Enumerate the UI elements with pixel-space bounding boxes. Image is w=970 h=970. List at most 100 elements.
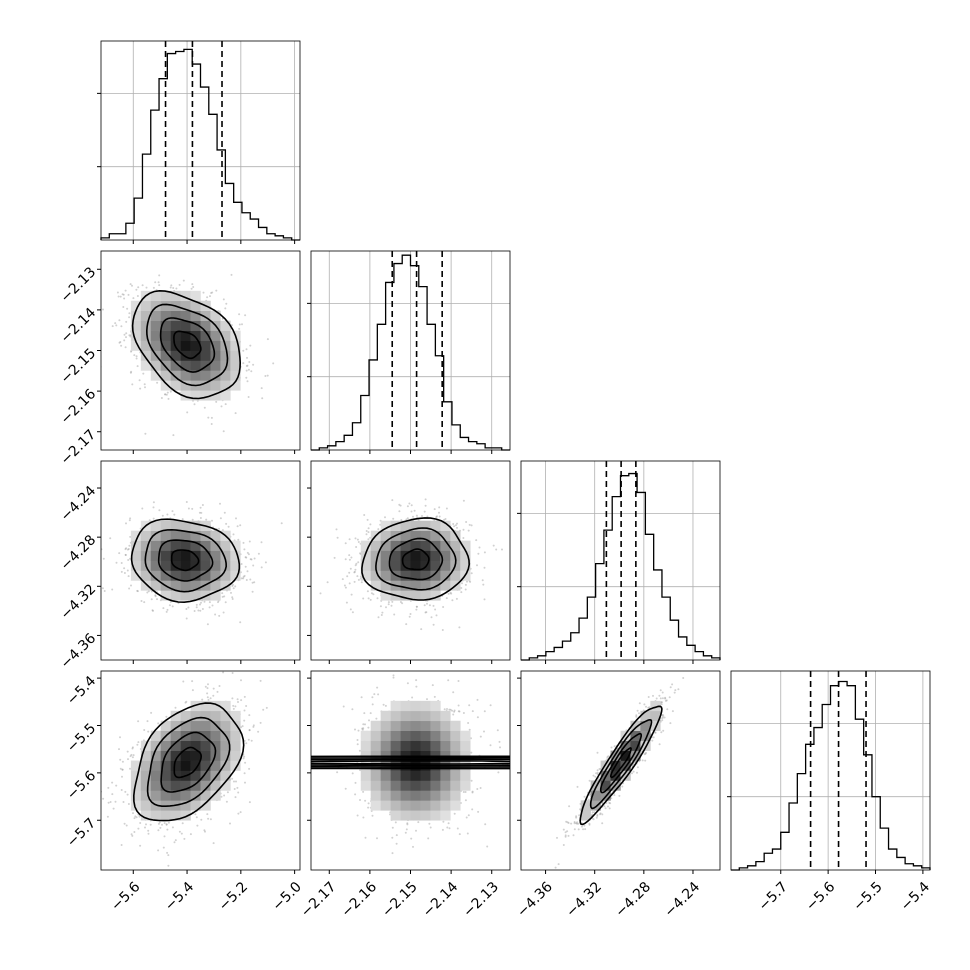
density-cell — [210, 540, 221, 551]
sample-point — [125, 824, 128, 827]
density-cell — [400, 550, 411, 561]
density-cell — [430, 590, 441, 601]
density-cell — [420, 540, 431, 551]
density-cell — [180, 340, 191, 351]
sample-point — [118, 341, 121, 344]
sample-point — [133, 354, 136, 357]
sample-point — [476, 564, 478, 567]
sample-point — [221, 592, 224, 595]
sample-point — [234, 412, 237, 415]
sample-point — [249, 558, 252, 561]
histogram-step-line — [731, 680, 931, 871]
sample-point — [385, 606, 387, 609]
sample-point — [147, 832, 150, 835]
sample-point — [210, 423, 213, 425]
sample-point — [131, 284, 133, 287]
sample-point — [146, 591, 149, 594]
density-cell — [180, 390, 191, 401]
panel-content — [101, 671, 268, 867]
density-cell — [160, 570, 171, 581]
density-cell — [150, 550, 161, 561]
density-cell — [380, 520, 391, 531]
sample-point — [171, 605, 174, 608]
sample-point — [187, 507, 190, 510]
density-cell — [170, 360, 181, 371]
sample-point — [124, 346, 127, 349]
sample-point — [158, 284, 161, 287]
sample-point — [333, 556, 336, 559]
sample-point — [501, 548, 503, 551]
sample-point — [464, 588, 467, 591]
density-cell — [400, 560, 411, 571]
density-cell — [200, 390, 211, 401]
sample-point — [462, 499, 465, 502]
sample-point — [432, 623, 435, 626]
sample-point — [430, 616, 433, 619]
density-cell — [180, 540, 191, 551]
sample-point — [123, 567, 126, 570]
sample-point — [357, 541, 360, 543]
sample-point — [197, 609, 200, 612]
sample-point — [224, 403, 227, 406]
sample-point — [207, 683, 209, 686]
sample-point — [218, 527, 220, 530]
sample-point — [354, 537, 357, 540]
sample-point — [445, 507, 448, 510]
sample-point — [132, 297, 135, 300]
sample-point — [250, 558, 253, 561]
sample-point — [248, 801, 251, 804]
sample-point — [139, 387, 142, 390]
sample-point — [131, 383, 134, 386]
sample-point — [442, 606, 445, 608]
sample-point — [193, 610, 196, 612]
sample-point — [365, 533, 368, 536]
sample-point — [160, 397, 163, 399]
density-cell — [160, 300, 171, 311]
density-cell — [150, 560, 161, 571]
density-cell — [210, 530, 221, 541]
sample-point — [122, 801, 125, 803]
density-cell — [360, 570, 371, 581]
density-cell — [160, 530, 171, 541]
sample-point — [144, 386, 146, 389]
density-cell — [200, 550, 211, 561]
sample-point — [379, 605, 382, 608]
sample-point — [390, 604, 393, 607]
sample-point — [190, 287, 193, 290]
sample-point — [149, 823, 152, 826]
sample-point — [469, 580, 472, 583]
density-cell — [430, 540, 441, 551]
sample-point — [234, 585, 237, 588]
sample-point — [125, 332, 128, 335]
sample-point — [154, 595, 157, 598]
density-cell — [410, 530, 421, 541]
sample-point — [191, 283, 194, 286]
sample-point — [156, 598, 158, 601]
sample-point — [399, 504, 402, 507]
sample-point — [247, 553, 250, 556]
density-cell — [210, 330, 221, 341]
sample-point — [156, 381, 159, 384]
sample-point — [166, 513, 169, 516]
sample-point — [232, 533, 235, 536]
density-cell — [140, 350, 152, 361]
sample-point — [465, 521, 468, 523]
sample-point — [366, 518, 369, 521]
density-cell — [180, 580, 191, 591]
density-cell — [190, 530, 201, 541]
sample-point — [244, 314, 247, 317]
density-cell — [150, 320, 161, 331]
density-cell — [420, 570, 431, 581]
sample-point — [238, 327, 241, 330]
sample-point — [126, 569, 129, 572]
density-cell — [130, 550, 142, 561]
density-cell — [130, 560, 142, 571]
sample-point — [466, 580, 468, 583]
sample-point — [348, 571, 351, 574]
sample-point — [432, 604, 435, 607]
density-cell — [460, 540, 471, 551]
sample-point — [467, 529, 470, 532]
sample-point — [245, 556, 248, 559]
sample-point — [242, 362, 245, 365]
density-cell — [170, 350, 181, 361]
